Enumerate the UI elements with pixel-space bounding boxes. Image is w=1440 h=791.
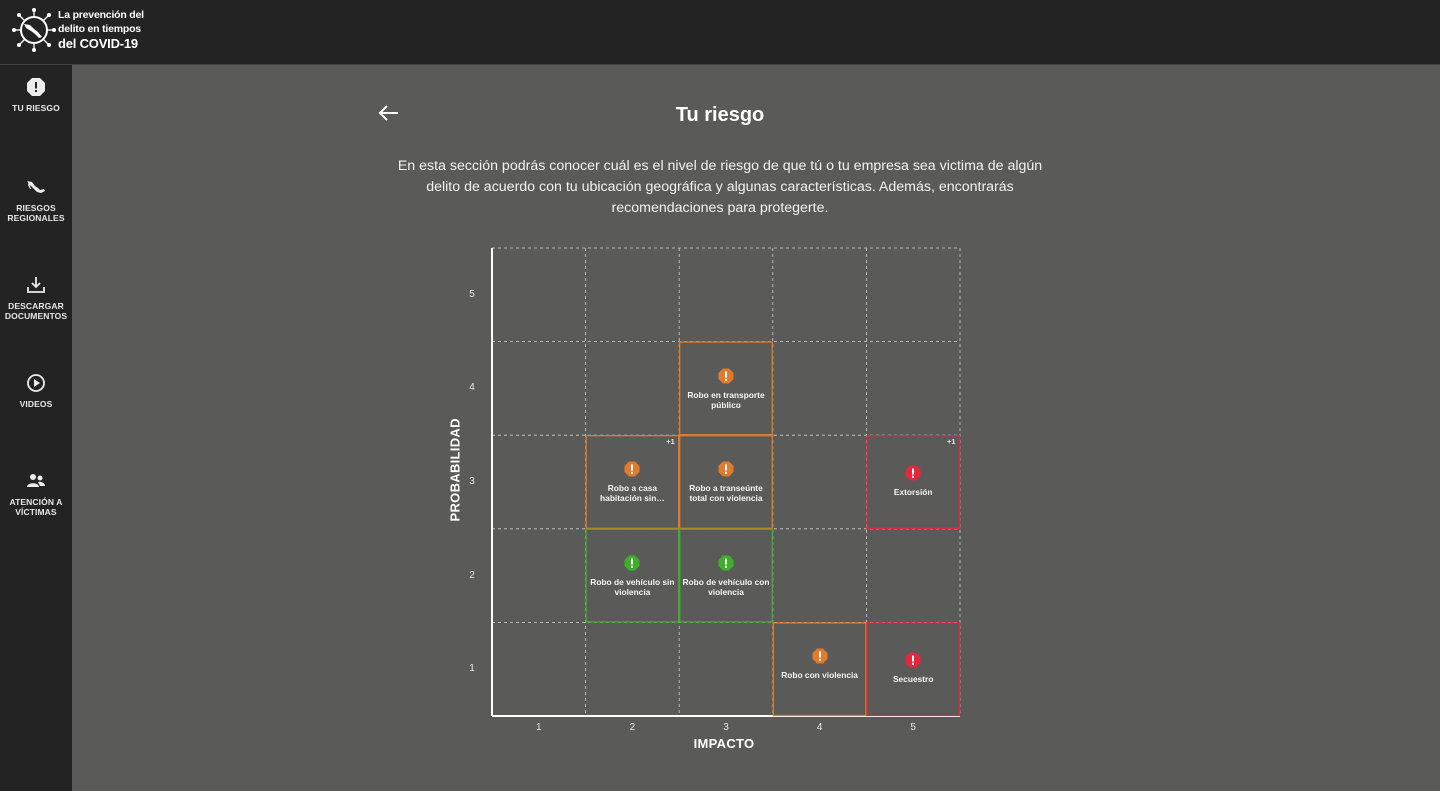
risk-matrix-chart: PROBABILIDAD IMPACTO 1 2 3 4 5 1 2 3 4 5 Robo en t… (440, 240, 980, 760)
x-tick-label: 2 (629, 722, 636, 733)
risk-alert-icon (624, 555, 640, 571)
risk-cell-label: Robo de vehículo sin violencia (590, 576, 675, 597)
risk-cell-label: Robo de vehículo con violencia (682, 576, 770, 597)
x-axis-title: IMPACTO (693, 736, 755, 751)
sidebar-item-atencion-victimas[interactable]: ATENCIÓN A VÍCTIMAS (0, 471, 72, 517)
x-tick-label: 3 (723, 722, 729, 733)
risk-cell (679, 435, 773, 529)
sidebar-item-label: VIDEOS (19, 399, 53, 409)
sidebar-item-label: ATENCIÓN A VÍCTIMAS (9, 497, 63, 517)
x-tick-label: 1 (536, 722, 542, 733)
sidebar-item-videos[interactable]: VIDEOS (0, 373, 72, 409)
sidebar-item-descargar-documentos[interactable]: DESCARGAR DOCUMENTOS (0, 275, 72, 321)
risk-cell (585, 528, 680, 623)
risk-cell-extra-count: +1 (666, 437, 675, 447)
risk-cell-label: Secuestro (892, 674, 934, 685)
mexico-map-icon (27, 181, 45, 193)
sidebar-item-riesgos-regionales[interactable]: RIESGOS REGIONALES (0, 177, 72, 223)
y-tick-label: 2 (469, 569, 475, 581)
y-axis-title: PROBABILIDAD (447, 418, 463, 522)
sidebar-item-tu-riesgo[interactable]: TU RIESGO (0, 77, 72, 113)
alert-octagon-icon (27, 78, 45, 96)
risk-cell-label: Robo con violencia (781, 670, 858, 681)
risk-cell (772, 622, 867, 717)
x-tick-label: 5 (910, 722, 916, 733)
risk-alert-icon (812, 648, 828, 664)
covid-virus-logo-icon (12, 8, 56, 52)
risk-cell-label: Robo en transporte público (687, 389, 765, 410)
risk-alert-icon (905, 465, 921, 481)
risk-cell-label: Robo a transeúnte total con violencia (689, 483, 763, 504)
risk-cell (866, 622, 961, 717)
risk-cell-label: Extorsión (893, 487, 933, 498)
sidebar-item-label: TU RIESGO (12, 103, 60, 113)
risk-alert-icon (718, 461, 734, 477)
back-arrow-icon[interactable] (377, 102, 401, 124)
logo-line-1: La prevención del (58, 9, 144, 21)
y-tick-label: 5 (469, 288, 475, 300)
risk-alert-icon (905, 652, 921, 668)
risk-alert-icon (718, 368, 734, 384)
logo-line-2: delito en tiempos (58, 23, 141, 35)
top-bar: La prevención del delito en tiempos del … (0, 0, 1440, 65)
play-circle-icon (27, 374, 45, 392)
x-tick-label: 4 (816, 722, 823, 733)
risk-cell-label: Robo a casa habitación sin… (600, 483, 665, 504)
risk-cell (679, 341, 773, 436)
risk-cell-extra-count: +1 (947, 437, 956, 447)
y-tick-label: 3 (469, 476, 475, 487)
people-icon (27, 474, 45, 487)
sidebar-item-label: DESCARGAR DOCUMENTOS (4, 301, 68, 321)
sidebar: TU RIESGO RIESGOS REGIONALES DESCARGAR D… (0, 65, 72, 791)
download-icon (27, 277, 45, 293)
logo[interactable]: La prevención del delito en tiempos del … (12, 7, 144, 53)
risk-alert-icon (718, 555, 734, 571)
y-tick-label: 4 (469, 382, 475, 394)
risk-cell (585, 435, 680, 529)
risk-matrix-grid (491, 247, 961, 717)
page-title: Tu riesgo (675, 104, 765, 126)
intro-text: En esta sección podrás conocer cuál es e… (397, 158, 1043, 216)
risk-cell (866, 435, 961, 529)
sidebar-item-label: RIESGOS REGIONALES (7, 203, 65, 223)
risk-cell (679, 528, 773, 623)
y-tick-label: 1 (469, 663, 475, 675)
logo-text: La prevención del delito en tiempos del … (58, 8, 144, 52)
logo-line-3: del COVID-19 (58, 36, 138, 51)
risk-alert-icon (624, 461, 640, 477)
